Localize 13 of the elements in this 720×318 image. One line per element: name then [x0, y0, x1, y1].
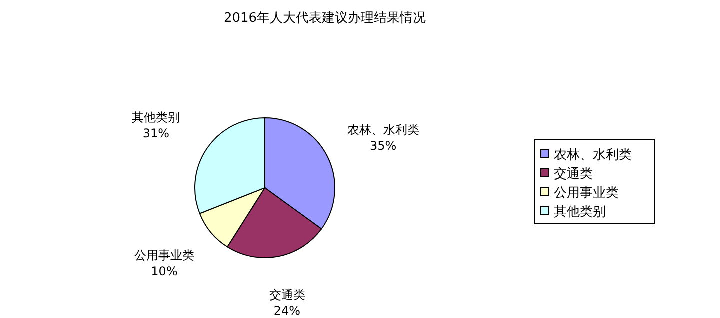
data-label: 24%	[274, 304, 301, 318]
legend-label: 农林、水利类	[554, 148, 632, 163]
data-label: 35%	[370, 138, 397, 153]
data-label: 10%	[151, 264, 178, 278]
slice-label: 公用事业类	[134, 248, 195, 262]
chart-title: 2016年人大代表建议办理结果情况	[224, 11, 426, 26]
slice-label: 其他类别	[132, 110, 180, 124]
legend-label: 公用事业类	[554, 186, 619, 201]
slice-label: 农林、水利类	[347, 122, 420, 137]
legend-label: 其他类别	[554, 205, 606, 220]
legend-label: 交通类	[554, 166, 593, 182]
slice-label: 交通类	[269, 288, 306, 302]
data-label: 31%	[142, 126, 170, 140]
